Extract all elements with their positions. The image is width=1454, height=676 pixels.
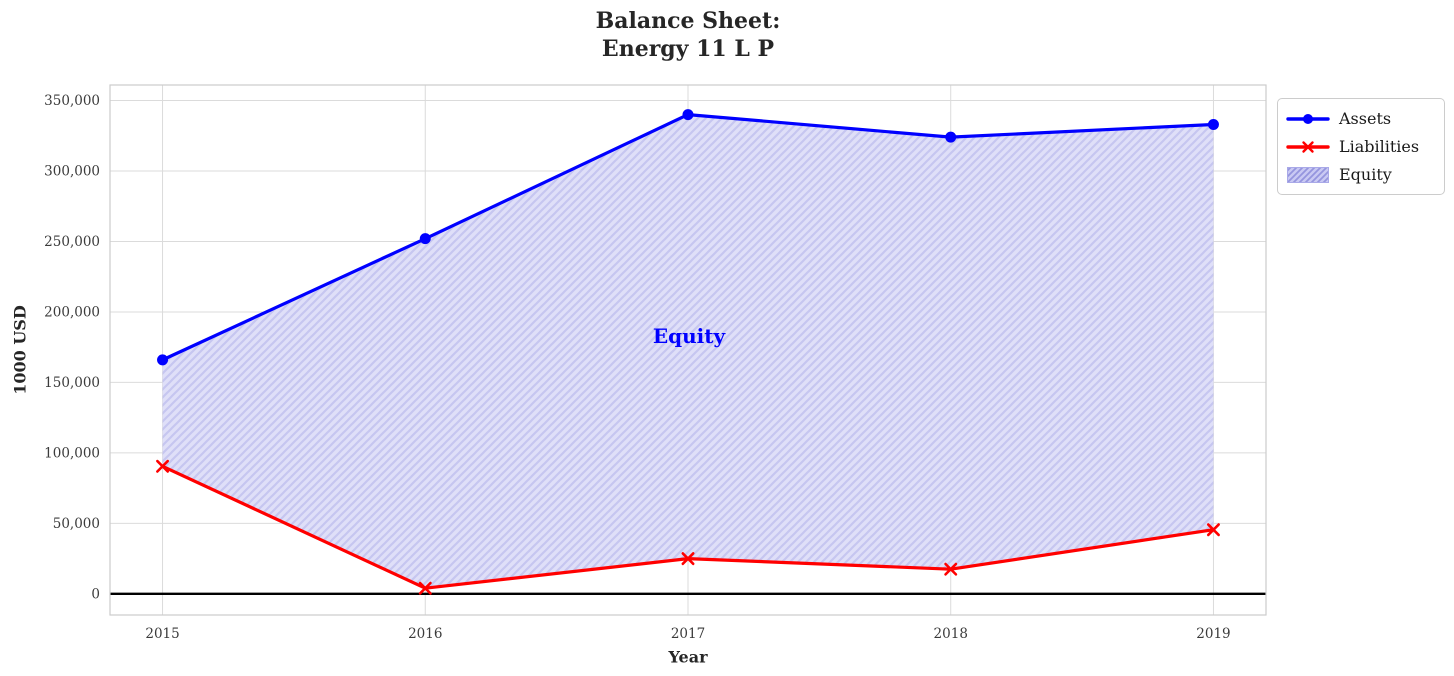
assets-marker bbox=[157, 354, 169, 366]
x-tick-label: 2017 bbox=[671, 626, 705, 642]
y-tick-label: 300,000 bbox=[44, 163, 100, 179]
assets-marker bbox=[1207, 118, 1219, 130]
equity-legend-swatch-icon bbox=[1287, 166, 1329, 183]
legend-label-equity: Equity bbox=[1339, 164, 1392, 184]
assets-legend-swatch-icon bbox=[1286, 113, 1330, 124]
y-tick-label: 0 bbox=[91, 586, 100, 602]
y-tick-label: 250,000 bbox=[44, 234, 100, 250]
legend-item-liabilities: Liabilities bbox=[1286, 135, 1434, 158]
assets-marker bbox=[682, 109, 694, 121]
x-axis-label: Year bbox=[668, 647, 708, 667]
y-axis-label: 1000 USD bbox=[10, 305, 30, 395]
liabilities-legend-swatch-icon bbox=[1286, 140, 1330, 153]
x-tick-label: 2019 bbox=[1196, 626, 1230, 642]
y-tick-label: 50,000 bbox=[53, 516, 100, 532]
legend-label-liabilities: Liabilities bbox=[1339, 136, 1420, 156]
assets-marker bbox=[419, 233, 431, 245]
liabilities-marker bbox=[1206, 523, 1220, 537]
x-tick-label: 2016 bbox=[408, 626, 442, 642]
chart-title: Balance Sheet: Energy 11 L P bbox=[596, 7, 781, 63]
x-tick-label: 2015 bbox=[145, 626, 179, 642]
legend: Assets Liabilities Equity bbox=[1277, 98, 1445, 195]
liabilities-marker bbox=[944, 562, 958, 576]
legend-item-assets: Assets bbox=[1286, 107, 1434, 130]
y-tick-label: 200,000 bbox=[44, 304, 100, 320]
liabilities-marker bbox=[681, 552, 695, 566]
y-tick-label: 100,000 bbox=[44, 445, 100, 461]
y-tick-label: 350,000 bbox=[44, 93, 100, 109]
legend-label-assets: Assets bbox=[1339, 108, 1392, 128]
equity-fill-area bbox=[162, 114, 1214, 589]
liabilities-marker bbox=[418, 581, 432, 595]
assets-marker bbox=[945, 131, 957, 143]
liabilities-marker bbox=[156, 459, 170, 473]
y-tick-label: 150,000 bbox=[44, 375, 100, 391]
chart-title-line2: Energy 11 L P bbox=[601, 36, 775, 62]
legend-item-equity: Equity bbox=[1286, 163, 1434, 186]
equity-area-annotation: Equity bbox=[652, 324, 726, 348]
chart-title-line1: Balance Sheet: bbox=[595, 8, 781, 34]
x-tick-label: 2018 bbox=[934, 626, 968, 642]
